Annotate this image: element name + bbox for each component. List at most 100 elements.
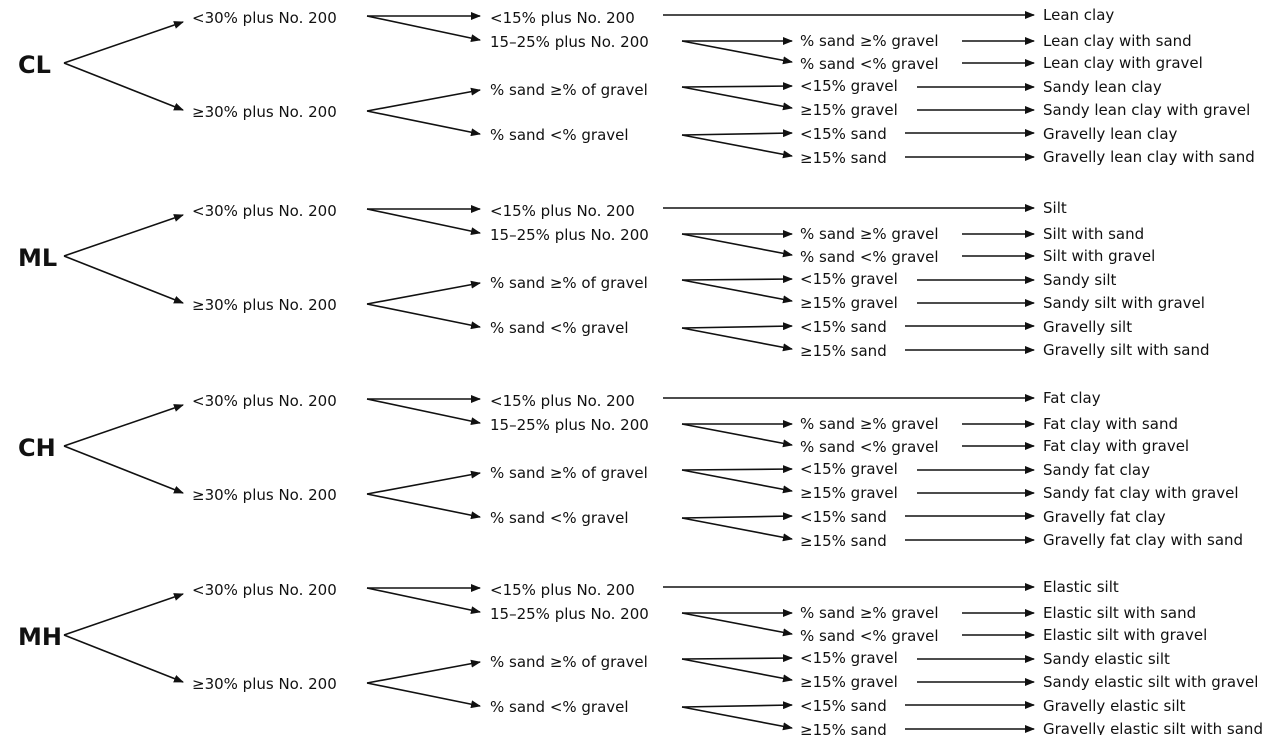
arrow-ml-to-lt30 (63, 214, 184, 257)
arrow-mh-to-lt30 (63, 593, 184, 636)
sand-lt-gravel-label-ml: % sand <% gravel (490, 319, 629, 337)
lt30-fines-label-ml: <30% plus No. 200 (192, 202, 337, 220)
group-label-mh: MH (18, 623, 62, 651)
arrow-range-to-sand-lt-ml (681, 233, 793, 258)
sand-lt-gravel-sub-label-ml: % sand <% gravel (800, 248, 939, 266)
arrow-lt30-to-range-ml (366, 208, 481, 236)
ge15-gravel-label-ch: ≥15% gravel (800, 484, 898, 502)
sand-ge-of-gravel-label-mh: % sand ≥% of gravel (490, 653, 648, 671)
sand-lt-gravel-sub-label-ch: % sand <% gravel (800, 438, 939, 456)
group-name-mh-3: Sandy elastic silt (1043, 650, 1170, 668)
group-name-ch-0: Fat clay (1043, 389, 1101, 407)
group-name-cl-4: Sandy lean clay with gravel (1043, 101, 1250, 119)
group-name-mh-1: Elastic silt with sand (1043, 604, 1196, 622)
group-name-ch-4: Sandy fat clay with gravel (1043, 484, 1239, 502)
group-name-mh-4: Sandy elastic silt with gravel (1043, 673, 1258, 691)
arrow-lt30-to-range-mh (366, 587, 481, 615)
sand-ge-of-gravel-label-ml: % sand ≥% of gravel (490, 274, 648, 292)
lt30-fines-label-mh: <30% plus No. 200 (192, 581, 337, 599)
arrow-sand-ge-to-lt15g-cl (681, 82, 793, 91)
arrow-ml-to-ge30 (63, 255, 184, 304)
lt15-sand-label-mh: <15% sand (800, 697, 887, 715)
arrow-range-to-sand-lt-ch (681, 423, 793, 448)
sand-ge-gravel-label-ml: % sand ≥% gravel (800, 225, 939, 243)
group-label-ml: ML (18, 244, 57, 272)
lt15-fines-label-ml: <15% plus No. 200 (490, 202, 635, 220)
arrow-sand-lt-to-ge15s-mh (681, 706, 793, 731)
arrow-ge30-to-sand-lt-mh (366, 682, 481, 709)
arrow-cl-to-lt30 (63, 21, 184, 64)
group-name-ml-4: Sandy silt with gravel (1043, 294, 1205, 312)
lt30-fines-label-cl: <30% plus No. 200 (192, 9, 337, 27)
group-name-ch-6: Gravelly fat clay with sand (1043, 531, 1243, 549)
lt15-sand-label-ml: <15% sand (800, 318, 887, 336)
arrow-ge30-to-sand-lt-cl (366, 110, 481, 137)
range-15-25-label-cl: 15–25% plus No. 200 (490, 33, 649, 51)
ge15-gravel-label-ml: ≥15% gravel (800, 294, 898, 312)
arrow-sand-ge-to-ge15g-ml (681, 279, 793, 304)
arrow-sand-ge-to-lt15g-ch (681, 465, 793, 474)
arrow-sand-lt-to-lt15s-ml (681, 322, 793, 331)
arrow-ge30-to-sand-ge-ml (366, 280, 481, 305)
ge30-fines-label-ch: ≥30% plus No. 200 (192, 486, 337, 504)
sand-lt-gravel-sub-label-cl: % sand <% gravel (800, 55, 939, 73)
arrow-sand-ge-to-lt15g-mh (681, 654, 793, 663)
group-name-ml-5: Gravelly silt (1043, 318, 1132, 336)
arrow-sand-ge-to-ge15g-ch (681, 469, 793, 494)
arrow-sand-lt-to-lt15s-cl (681, 129, 793, 138)
sand-ge-gravel-label-cl: % sand ≥% gravel (800, 32, 939, 50)
arrow-ge30-to-sand-ge-cl (366, 87, 481, 112)
group-name-ml-2: Silt with gravel (1043, 247, 1155, 265)
range-15-25-label-mh: 15–25% plus No. 200 (490, 605, 649, 623)
arrow-ge30-to-sand-ge-mh (366, 659, 481, 684)
arrow-cl-to-ge30 (63, 62, 184, 111)
arrow-range-to-sand-lt-mh (681, 612, 793, 637)
range-15-25-label-ml: 15–25% plus No. 200 (490, 226, 649, 244)
arrow-sand-ge-to-lt15g-ml (681, 275, 793, 284)
lt15-sand-label-cl: <15% sand (800, 125, 887, 143)
ge30-fines-label-ml: ≥30% plus No. 200 (192, 296, 337, 314)
group-name-ch-1: Fat clay with sand (1043, 415, 1178, 433)
group-name-ch-3: Sandy fat clay (1043, 461, 1150, 479)
lt30-fines-label-ch: <30% plus No. 200 (192, 392, 337, 410)
group-name-ml-0: Silt (1043, 199, 1067, 217)
arrow-ge30-to-sand-ge-ch (366, 470, 481, 495)
group-name-ch-5: Gravelly fat clay (1043, 508, 1166, 526)
range-15-25-label-ch: 15–25% plus No. 200 (490, 416, 649, 434)
group-name-cl-3: Sandy lean clay (1043, 78, 1162, 96)
arrow-sand-ge-to-ge15g-mh (681, 658, 793, 683)
ge15-gravel-label-cl: ≥15% gravel (800, 101, 898, 119)
sand-ge-gravel-label-mh: % sand ≥% gravel (800, 604, 939, 622)
ge15-sand-label-mh: ≥15% sand (800, 721, 887, 735)
group-name-cl-6: Gravelly lean clay with sand (1043, 148, 1255, 166)
arrow-sand-lt-to-ge15s-ch (681, 517, 793, 542)
group-name-mh-2: Elastic silt with gravel (1043, 626, 1207, 644)
arrow-mh-to-ge30 (63, 634, 184, 683)
arrow-sand-lt-to-lt15s-mh (681, 701, 793, 710)
group-label-ch: CH (18, 434, 56, 462)
arrow-sand-lt-to-ge15s-ml (681, 327, 793, 352)
lt15-gravel-label-cl: <15% gravel (800, 77, 898, 95)
sand-ge-gravel-label-ch: % sand ≥% gravel (800, 415, 939, 433)
ge15-sand-label-ch: ≥15% sand (800, 532, 887, 550)
group-name-ml-6: Gravelly silt with sand (1043, 341, 1210, 359)
arrow-ch-to-ge30 (63, 445, 184, 494)
lt15-fines-label-ch: <15% plus No. 200 (490, 392, 635, 410)
group-name-mh-6: Gravelly elastic silt with sand (1043, 720, 1263, 735)
arrow-sand-lt-to-ge15s-cl (681, 134, 793, 159)
arrow-ge30-to-sand-lt-ml (366, 303, 481, 330)
sand-lt-gravel-label-mh: % sand <% gravel (490, 698, 629, 716)
arrow-sand-ge-to-ge15g-cl (681, 86, 793, 111)
group-name-ml-3: Sandy silt (1043, 271, 1117, 289)
arrow-lt30-to-range-ch (366, 398, 481, 426)
arrow-ch-to-lt30 (63, 404, 184, 447)
arrow-sand-lt-to-lt15s-ch (681, 512, 793, 521)
lt15-gravel-label-ml: <15% gravel (800, 270, 898, 288)
ge30-fines-label-mh: ≥30% plus No. 200 (192, 675, 337, 693)
arrow-lt30-to-range-cl (366, 15, 481, 43)
ge15-sand-label-cl: ≥15% sand (800, 149, 887, 167)
lt15-sand-label-ch: <15% sand (800, 508, 887, 526)
group-name-cl-5: Gravelly lean clay (1043, 125, 1178, 143)
lt15-gravel-label-ch: <15% gravel (800, 460, 898, 478)
